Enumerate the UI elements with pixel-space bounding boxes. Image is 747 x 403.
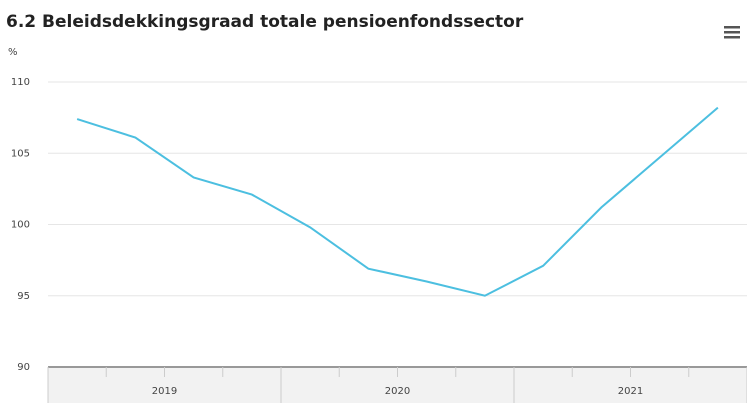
menu-bar — [724, 26, 740, 29]
y-tick-label: 95 — [17, 291, 30, 302]
y-tick-label: 110 — [11, 77, 30, 88]
x-group-label: 2019 — [152, 386, 177, 397]
menu-bar — [724, 36, 740, 39]
x-group-label: 2021 — [618, 386, 643, 397]
chart-title: 6.2 Beleidsdekkingsgraad totale pensioen… — [6, 12, 524, 32]
y-unit: % — [8, 47, 18, 58]
menu-bar — [724, 31, 740, 34]
y-tick-label: 90 — [17, 362, 30, 373]
data-line — [76, 106, 719, 297]
y-tick-label: 100 — [11, 220, 30, 231]
x-group-label: 2020 — [385, 386, 410, 397]
y-tick-label: 105 — [11, 148, 30, 159]
menu-button[interactable] — [724, 26, 740, 39]
